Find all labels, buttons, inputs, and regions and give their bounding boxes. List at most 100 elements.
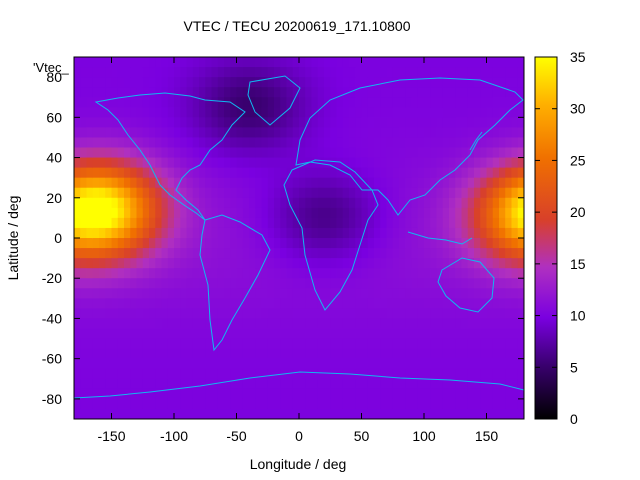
heatmap-cell [167,398,175,410]
colorbar-tick-label: 25 [570,152,586,168]
heatmap-cell [211,187,219,199]
heatmap-cell [192,217,200,229]
heatmap-cell [355,147,363,159]
heatmap-cell [405,408,413,419]
heatmap-cell [142,408,150,419]
heatmap-cell [405,97,413,108]
heatmap-cell [342,238,350,249]
heatmap-cell [286,358,294,370]
heatmap-cell [480,238,488,249]
heatmap-cell [211,147,219,159]
heatmap-cell [224,388,231,400]
heatmap-cell [167,298,175,309]
heatmap-cell [349,177,356,189]
heatmap-cell [136,177,144,189]
heatmap-cell [161,278,169,289]
heatmap-cell [236,227,244,239]
heatmap-cell [167,127,175,139]
x-tick-label: -150 [97,428,125,444]
heatmap-cell [174,318,181,330]
heatmap-cell [155,187,163,199]
heatmap-cell [80,227,88,239]
heatmap-cell [80,258,88,269]
heatmap-cell [205,378,213,390]
heatmap-cell [330,117,338,128]
heatmap-cell [280,127,288,139]
heatmap-cell [467,177,475,189]
heatmap-cell [374,328,381,340]
heatmap-cell [386,87,394,98]
heatmap-cell [442,318,450,330]
heatmap-cell [367,368,375,380]
heatmap-cell [149,137,156,149]
heatmap-cell [330,147,338,159]
heatmap-cell [380,248,388,259]
colorbar-tick-label: 35 [570,49,586,65]
heatmap-cell [474,308,481,320]
heatmap-cell [492,137,500,149]
heatmap-cell [105,278,113,289]
heatmap-cell [292,97,300,108]
heatmap-cell [511,57,519,68]
heatmap-cell [92,147,100,159]
heatmap-cell [299,398,306,410]
heatmap-cell [461,217,469,229]
heatmap-cell [249,308,256,320]
heatmap-cell [155,338,163,350]
heatmap-cell [130,177,138,189]
heatmap-cell [405,298,413,309]
heatmap-cell [230,378,238,390]
heatmap-cell [249,238,256,249]
heatmap-cell [136,127,144,139]
heatmap-cell [80,207,88,219]
heatmap-cell [174,388,181,400]
heatmap-cell [105,57,113,68]
heatmap-cell [417,298,425,309]
heatmap-cell [361,167,369,179]
heatmap-cell [74,157,81,169]
heatmap-cell [242,147,250,159]
heatmap-cell [486,308,494,320]
heatmap-cell [455,248,463,259]
heatmap-cell [236,398,244,410]
heatmap-cell [230,67,238,78]
heatmap-cell [280,298,288,309]
heatmap-cell [86,67,94,78]
heatmap-cell [230,157,238,169]
heatmap-cell [242,217,250,229]
heatmap-cell [92,248,100,259]
heatmap-cell [167,368,175,380]
heatmap-cell [74,258,81,269]
heatmap-cell [324,238,331,249]
heatmap-cell [442,87,450,98]
heatmap-cell [342,207,350,219]
heatmap-cell [336,77,344,88]
coast-eurasia [295,77,524,216]
heatmap-cell [311,107,319,118]
heatmap-cell [480,408,488,419]
heatmap-cell [517,97,524,108]
heatmap-cell [74,318,81,330]
heatmap-cell [224,248,231,259]
heatmap-cell [142,358,150,370]
heatmap-cell [467,187,475,199]
heatmap-cell [99,177,106,189]
heatmap-cell [205,197,213,209]
heatmap-cell [380,167,388,179]
heatmap-cell [411,177,419,189]
heatmap-cell [505,207,513,219]
heatmap-cell [249,318,256,330]
heatmap-cell [417,87,425,98]
heatmap-cell [224,398,231,410]
heatmap-cell [211,248,219,259]
heatmap-cell [492,398,500,410]
heatmap-cell [105,107,113,118]
heatmap-cell [367,328,375,340]
heatmap-cell [149,308,156,320]
heatmap-cell [399,358,406,370]
heatmap-cell [305,67,313,78]
heatmap-cell [199,308,206,320]
heatmap-cell [242,67,250,78]
heatmap-cell [249,117,256,128]
heatmap-cell [205,97,213,108]
